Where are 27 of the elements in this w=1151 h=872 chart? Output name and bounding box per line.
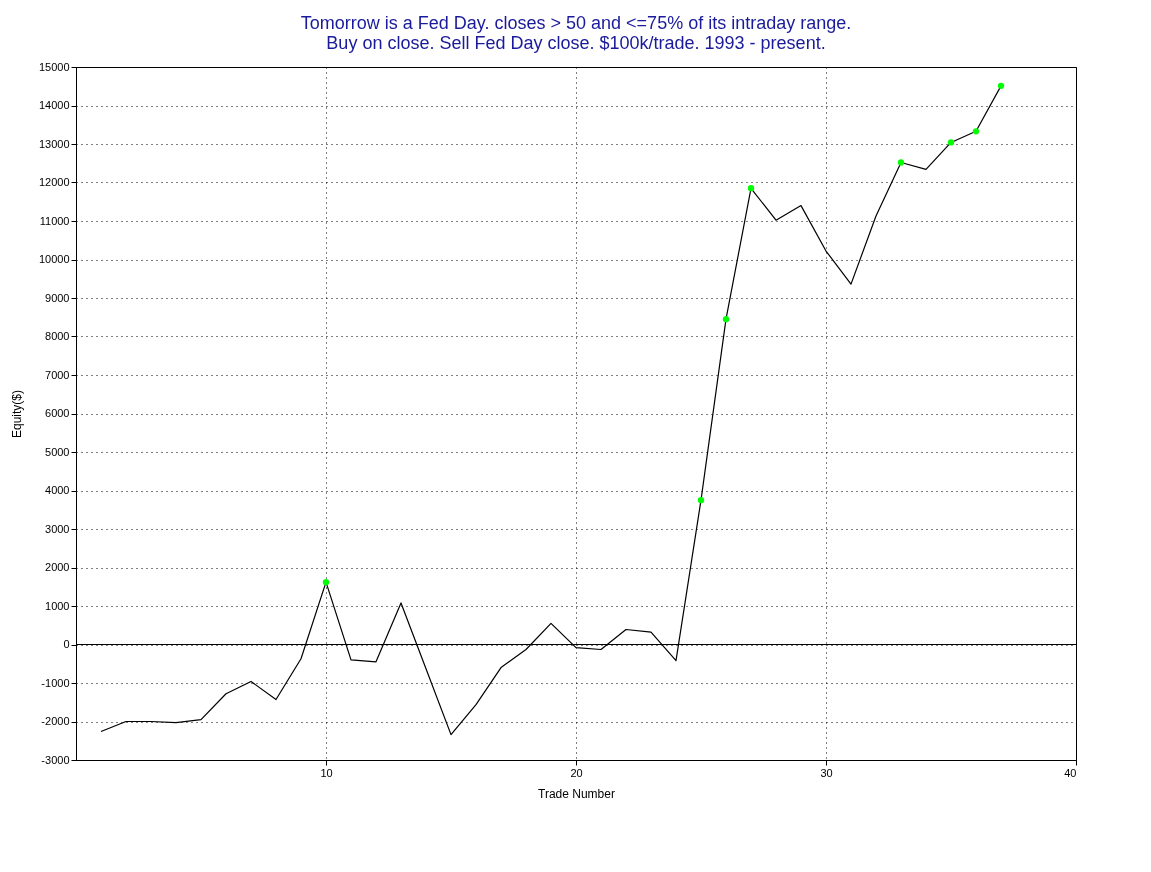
y-tick-label: 0	[63, 638, 70, 650]
y-tick-label: 5000	[45, 445, 70, 458]
y-tick-label: 10000	[38, 253, 70, 265]
y-tick-label: 8000	[45, 330, 70, 342]
y-tick-label: 14000	[38, 99, 70, 111]
text: Tomorrow is a Fed Day. closes > 50 and <=75% of its intraday range.	[300, 13, 852, 33]
x-tick-label: 20	[570, 766, 583, 779]
y-tick-label: 11000	[39, 214, 70, 227]
y-tick-label: 3000	[45, 522, 70, 535]
y-tick-label: -2000	[41, 715, 70, 727]
x-tick-label: 10	[320, 766, 333, 779]
y-tick-label: 2000	[45, 561, 70, 573]
y-tick-label: 4000	[45, 484, 70, 496]
x-tick-label: 40	[1064, 766, 1077, 779]
x-axis-title: Trade Number	[538, 786, 615, 801]
y-tick-label: 6000	[45, 407, 70, 419]
y-tick-label: 13000	[38, 137, 70, 150]
y-tick-label: 15000	[38, 60, 70, 73]
text: Buy on close. Sell Fed Day close. $100k/trade. 1993 - present.	[326, 33, 826, 53]
y-tick-label: 1000	[45, 599, 70, 612]
y-tick-label: -3000	[41, 753, 70, 766]
y-tick-label: 7000	[45, 368, 70, 381]
y-tick-label: 9000	[45, 291, 70, 304]
y-tick-label: -1000	[41, 676, 70, 689]
y-tick-label: 12000	[38, 176, 70, 188]
x-tick-label: 30	[820, 766, 833, 779]
y-axis-title: Equity($)	[9, 389, 24, 439]
